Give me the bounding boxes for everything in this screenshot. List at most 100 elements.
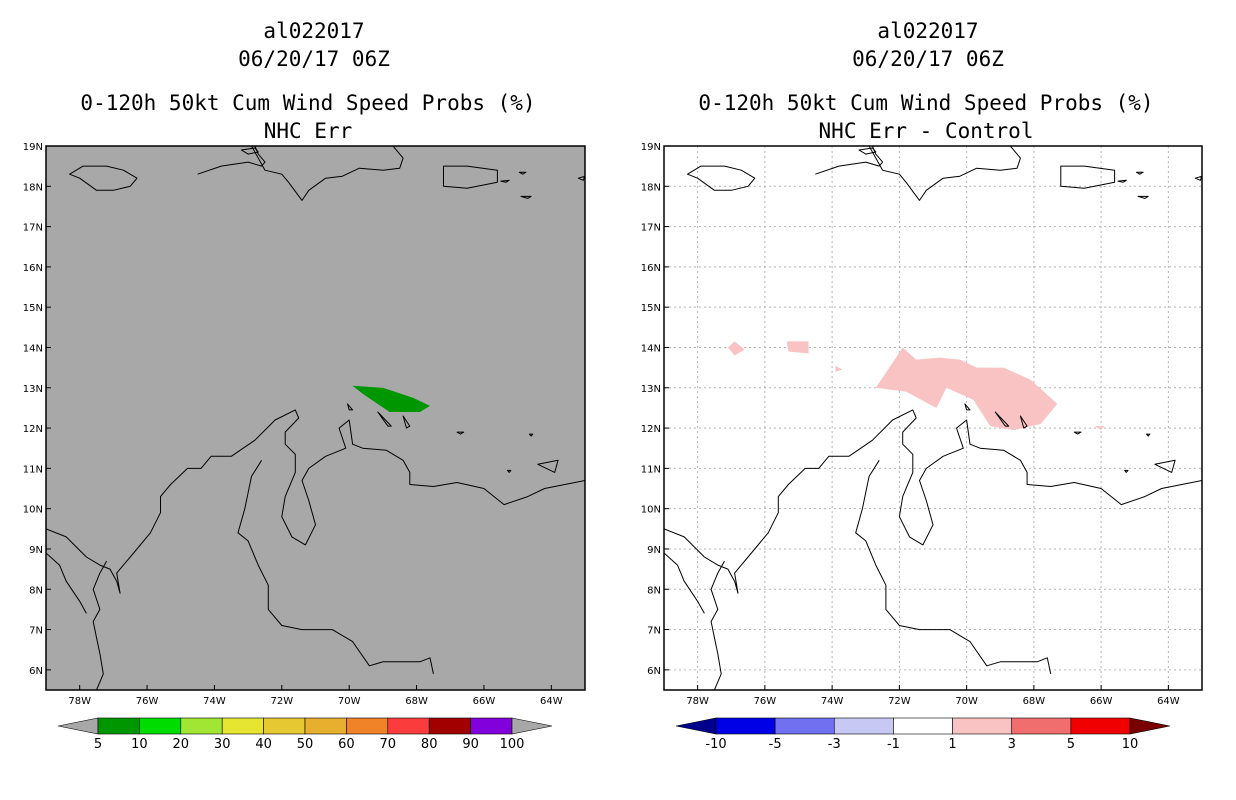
colorbar-box bbox=[346, 717, 389, 735]
x-tick-label: 78W bbox=[68, 696, 91, 707]
colorbar-label: 1 bbox=[948, 737, 956, 752]
panel2-storm-id: al022017 bbox=[877, 19, 978, 43]
coastline-margarita bbox=[1154, 459, 1176, 473]
coastline-hispaniola-south bbox=[868, 146, 1021, 201]
coastline-hispaniola bbox=[197, 146, 266, 175]
y-tick-label: 10N bbox=[641, 505, 661, 516]
panel2-map: 78W 76W 74W 72W 70W 68W 66W 64W 6N 7N 8N 9N 10N 11N 12… bbox=[641, 142, 1203, 707]
x-tick-label: 64W bbox=[1157, 696, 1180, 707]
colorbar-box bbox=[139, 717, 182, 735]
coastline-los-roques bbox=[1073, 431, 1082, 435]
coastline-grenada bbox=[625, 420, 632, 428]
coastline-hispaniola-south bbox=[251, 146, 404, 201]
y-tick-label: 14N bbox=[23, 343, 43, 354]
x-tick-label: 78W bbox=[686, 696, 709, 707]
colorbar-box bbox=[1070, 717, 1131, 735]
colorbar-box bbox=[952, 717, 1013, 735]
panel1-map: 78W 76W 74W 72W 70W 68W 66W 64W 6N 7N 8N 9N 10N 11N 12… bbox=[23, 142, 632, 707]
y-tick-label: 6N bbox=[647, 666, 661, 677]
colorbar-label: -3 bbox=[828, 737, 841, 752]
map-frame bbox=[663, 145, 1203, 691]
colorbar-box bbox=[833, 717, 894, 735]
panel2-subtitle: NHC Err - Control bbox=[819, 119, 1034, 143]
coastline-tortuga bbox=[507, 469, 512, 473]
panel2-datetime: 06/20/17 06Z bbox=[852, 47, 1004, 71]
coastline-jamaica bbox=[687, 165, 756, 191]
y-tick-label: 15N bbox=[641, 303, 661, 314]
colorbar-box bbox=[715, 717, 776, 735]
x-tick-label: 68W bbox=[405, 696, 428, 707]
y-tick-label: 7N bbox=[647, 626, 661, 637]
coastline-gonave bbox=[858, 147, 877, 155]
y-tick-label: 19N bbox=[23, 142, 43, 153]
x-tick-label: 64W bbox=[540, 696, 563, 707]
y-tick-label: 10N bbox=[23, 505, 43, 516]
coastline-margarita bbox=[537, 459, 559, 473]
coastline-virgin-islands bbox=[1135, 171, 1144, 175]
panel1-datetime: 06/20/17 06Z bbox=[238, 47, 390, 71]
colorbar-label: 3 bbox=[1008, 737, 1016, 752]
coastline-bonaire bbox=[1019, 415, 1028, 429]
coastline-aruba bbox=[347, 403, 354, 411]
y-tick-label: 19N bbox=[641, 142, 661, 153]
y-tick-label: 6N bbox=[29, 666, 43, 677]
x-tick-label: 74W bbox=[821, 696, 844, 707]
coastline-jamaica bbox=[69, 165, 138, 191]
colorbar-label: 10 bbox=[1122, 737, 1139, 752]
coastline-mainland bbox=[664, 409, 1202, 594]
y-tick-label: 9N bbox=[29, 545, 43, 556]
colorbar-label: 30 bbox=[214, 737, 231, 752]
map-frame bbox=[45, 145, 586, 691]
map-background bbox=[664, 146, 1202, 690]
x-tick-label: 66W bbox=[473, 696, 496, 707]
coastline-curacao bbox=[994, 411, 1010, 427]
coastline-colombia-west bbox=[710, 560, 725, 690]
y-tick-label: 12N bbox=[23, 424, 43, 435]
panel-nhc-err: al022017 06/20/17 06Z 0-120h 50kt Cum Wi… bbox=[23, 19, 632, 752]
colorbar-label: 5 bbox=[94, 737, 102, 752]
colorbar-box bbox=[1011, 717, 1072, 735]
panel2-colorbar: -10 -5 -3 -1 1 3 5 10 bbox=[675, 717, 1171, 752]
y-tick-label: 14N bbox=[641, 343, 661, 354]
colorbar-box bbox=[263, 717, 306, 735]
colorbar-label: -1 bbox=[887, 737, 900, 752]
field-diff-1-3 bbox=[875, 347, 1058, 431]
coastline-puerto-rico bbox=[443, 165, 498, 189]
x-tick-label: 72W bbox=[888, 696, 911, 707]
coastline-vieques bbox=[500, 179, 510, 183]
y-tick-label: 12N bbox=[641, 424, 661, 435]
field-diff-1-3 bbox=[835, 365, 843, 372]
colorbar-label: 60 bbox=[338, 737, 355, 752]
panel1-title: 0-120h 50kt Cum Wind Speed Probs (%) bbox=[80, 91, 535, 115]
colorbar-label: 70 bbox=[380, 737, 397, 752]
coastline-aruba bbox=[964, 403, 971, 411]
colorbar-box bbox=[221, 717, 264, 735]
colorbar-label: 5 bbox=[1067, 737, 1075, 752]
colorbar-label: -5 bbox=[769, 737, 782, 752]
panel-nhc-err-control: al022017 06/20/17 06Z 0-120h 50kt Cum Wi… bbox=[641, 19, 1203, 752]
colorbar-under-triangle bbox=[675, 717, 717, 735]
colorbar-label: 40 bbox=[255, 737, 272, 752]
y-tick-label: 18N bbox=[641, 182, 661, 193]
y-tick-label: 9N bbox=[647, 545, 661, 556]
coastline-panama-gulf bbox=[664, 552, 705, 614]
coastline-curacao bbox=[377, 411, 392, 427]
coastline-blanquilla bbox=[1146, 433, 1151, 437]
coastline-virgin-islands bbox=[518, 171, 527, 175]
panel1-subtitle: NHC Err bbox=[264, 119, 353, 143]
panel1-storm-id: al022017 bbox=[263, 19, 364, 43]
x-tick-label: 66W bbox=[1090, 696, 1113, 707]
coastline-anguilla bbox=[1194, 175, 1202, 181]
colorbar-box bbox=[304, 717, 347, 735]
coastline-puerto-rico bbox=[1060, 165, 1116, 189]
colorbar-under-triangle bbox=[57, 717, 99, 735]
colorbar-box bbox=[387, 717, 430, 735]
colorbar-label: 90 bbox=[462, 737, 479, 752]
y-tick-label: 8N bbox=[647, 585, 661, 596]
coastline-vieques bbox=[1117, 179, 1127, 183]
panel1-colorbar: 5 10 20 30 40 50 60 70 80 90 100 bbox=[57, 717, 553, 752]
coastline-blanquilla bbox=[528, 433, 534, 437]
x-tick-label: 74W bbox=[203, 696, 226, 707]
y-tick-label: 13N bbox=[641, 384, 661, 395]
